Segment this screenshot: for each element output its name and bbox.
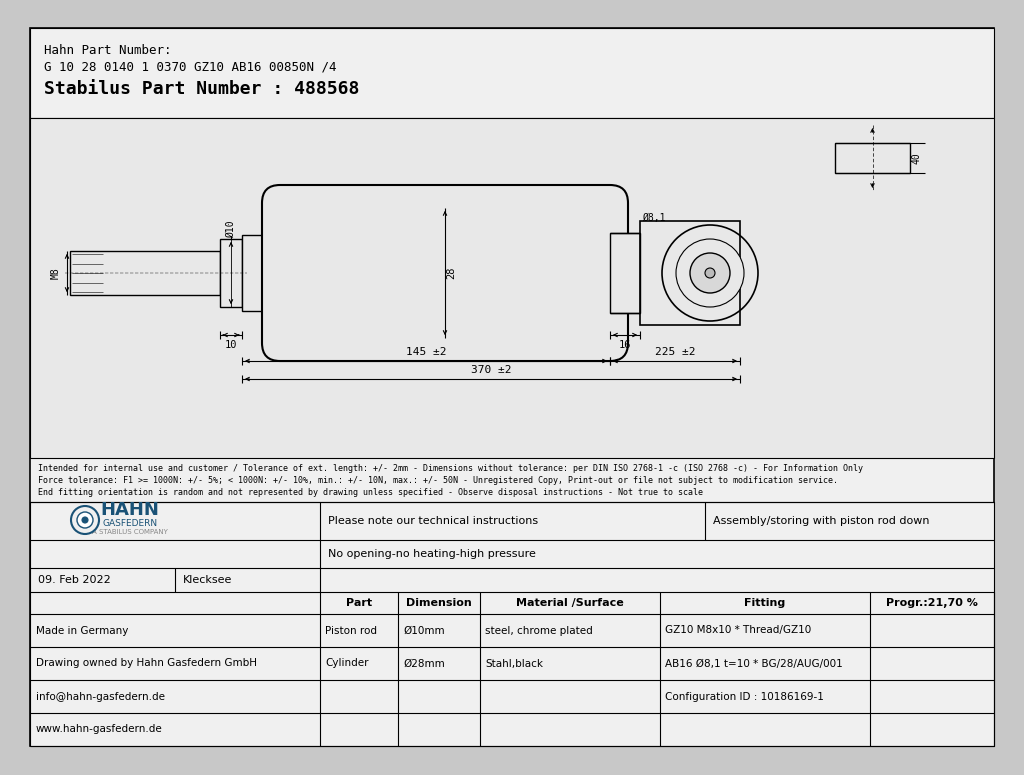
Text: 16: 16 (618, 340, 631, 350)
Text: Stabilus Part Number : 488568: Stabilus Part Number : 488568 (44, 80, 359, 98)
Text: www.hahn-gasfedern.de: www.hahn-gasfedern.de (36, 725, 163, 735)
Text: G 10 28 0140 1 0370 GZ10 AB16 00850N /4: G 10 28 0140 1 0370 GZ10 AB16 00850N /4 (44, 60, 337, 73)
Circle shape (690, 253, 730, 293)
Circle shape (705, 268, 715, 278)
Text: Stahl,black: Stahl,black (485, 659, 543, 669)
Text: info@hahn-gasfedern.de: info@hahn-gasfedern.de (36, 691, 165, 701)
Text: steel, chrome plated: steel, chrome plated (485, 625, 593, 636)
Circle shape (77, 512, 93, 528)
Text: Ø28mm: Ø28mm (403, 659, 444, 669)
Text: Hahn Part Number:: Hahn Part Number: (44, 44, 171, 57)
Text: Piston rod: Piston rod (325, 625, 377, 636)
Text: GZ10 M8x10 * Thread/GZ10: GZ10 M8x10 * Thread/GZ10 (665, 625, 811, 636)
Text: Intended for internal use and customer / Tolerance of ext. length: +/- 2mm - Dim: Intended for internal use and customer /… (38, 464, 863, 473)
Text: Cylinder: Cylinder (325, 659, 369, 669)
Text: 40: 40 (911, 152, 921, 164)
Text: M8: M8 (51, 267, 61, 279)
Text: Ø10mm: Ø10mm (403, 625, 444, 636)
FancyBboxPatch shape (262, 185, 628, 361)
Bar (70, 251, 220, 295)
Text: Material /Surface: Material /Surface (516, 598, 624, 608)
Text: Klecksee: Klecksee (183, 575, 232, 585)
Text: 370 ±2: 370 ±2 (471, 365, 511, 375)
Circle shape (82, 517, 88, 523)
Text: HAHN: HAHN (100, 501, 160, 519)
Bar (30, 502, 994, 746)
Circle shape (662, 225, 758, 321)
Bar (30, 118, 994, 458)
Text: 145 ±2: 145 ±2 (406, 347, 446, 357)
Bar (835, 143, 910, 173)
Bar (640, 221, 740, 325)
Text: Progr.:21,70 %: Progr.:21,70 % (886, 598, 978, 608)
Text: Dimension: Dimension (407, 598, 472, 608)
Circle shape (676, 239, 744, 307)
Text: Fitting: Fitting (744, 598, 785, 608)
Text: No opening-no heating-high pressure: No opening-no heating-high pressure (328, 549, 536, 559)
Text: Part: Part (346, 598, 372, 608)
Text: Drawing owned by Hahn Gasfedern GmbH: Drawing owned by Hahn Gasfedern GmbH (36, 659, 257, 669)
Text: 225 ±2: 225 ±2 (654, 347, 695, 357)
Bar (220, 239, 242, 307)
Bar (610, 233, 640, 313)
Text: End fitting orientation is random and not represented by drawing unless specifie: End fitting orientation is random and no… (38, 488, 703, 497)
Text: A STABILUS COMPANY: A STABILUS COMPANY (92, 529, 168, 535)
Text: Ø10: Ø10 (226, 220, 236, 238)
Text: 28: 28 (446, 267, 456, 279)
Text: GASFEDERN: GASFEDERN (102, 519, 158, 529)
Text: Force tolerance: F1 >= 1000N: +/- 5%; < 1000N: +/- 10%, min.: +/- 10N, max.: +/-: Force tolerance: F1 >= 1000N: +/- 5%; < … (38, 476, 838, 485)
Text: 09. Feb 2022: 09. Feb 2022 (38, 575, 111, 585)
Text: AB16 Ø8,1 t=10 * BG/28/AUG/001: AB16 Ø8,1 t=10 * BG/28/AUG/001 (665, 659, 843, 669)
Text: Made in Germany: Made in Germany (36, 625, 128, 636)
Text: 10: 10 (224, 340, 238, 350)
Text: Please note our technical instructions: Please note our technical instructions (328, 516, 539, 526)
Bar (30, 28, 994, 118)
Text: Ø8,1: Ø8,1 (642, 213, 666, 223)
Bar (242, 235, 280, 311)
Text: Configuration ID : 10186169-1: Configuration ID : 10186169-1 (665, 691, 824, 701)
Text: Assembly/storing with piston rod down: Assembly/storing with piston rod down (713, 516, 930, 526)
